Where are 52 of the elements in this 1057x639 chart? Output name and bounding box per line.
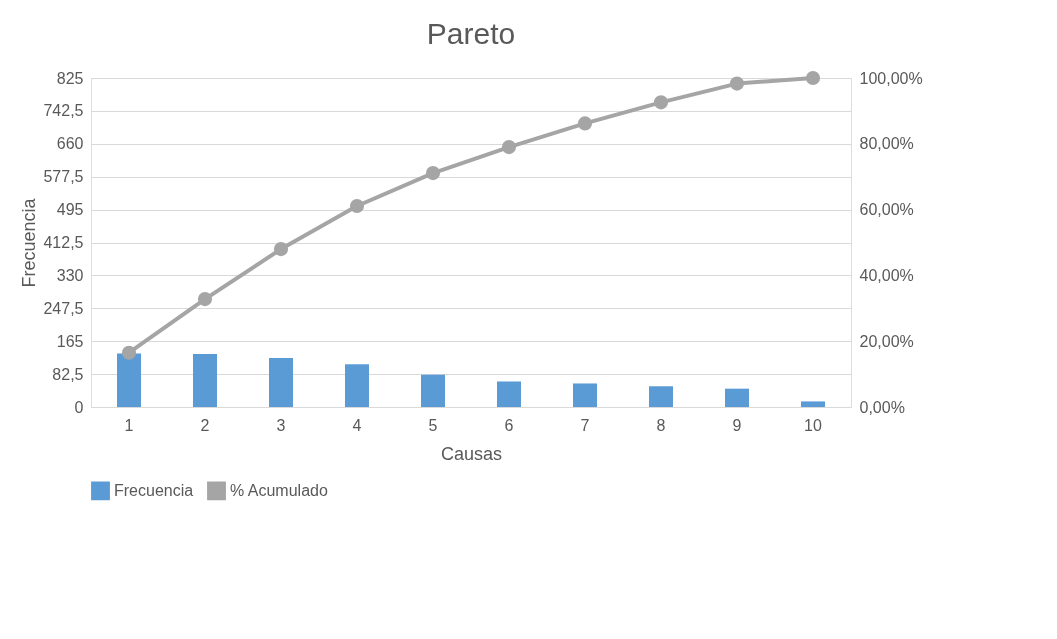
x-tick-label: 7 xyxy=(580,416,590,434)
bar xyxy=(725,388,749,407)
bar xyxy=(193,353,217,407)
point xyxy=(273,242,289,257)
x-axis-title: Causas xyxy=(440,443,503,464)
x-tick-label: 8 xyxy=(656,416,666,434)
y2-tick-label: 0,00% xyxy=(859,398,905,416)
x-tick-label: 2 xyxy=(200,416,210,434)
y2-tick-label: 60,00% xyxy=(859,201,914,219)
bar xyxy=(649,386,673,407)
point xyxy=(653,95,669,110)
point xyxy=(729,76,745,91)
x-tick-label: 5 xyxy=(428,416,438,434)
point xyxy=(197,292,213,307)
y2-tick-label: 40,00% xyxy=(859,266,914,284)
y-tick-label: 330 xyxy=(56,266,84,284)
chart-title: Pareto xyxy=(426,17,516,50)
y-tick-label: 825 xyxy=(56,69,84,87)
y-tick-label: 495 xyxy=(56,201,84,219)
legend-label: % Acumulado xyxy=(230,481,328,499)
y-tick-label: 82,5 xyxy=(52,365,84,383)
y-axis-title: Frecuencia xyxy=(19,197,40,288)
x-tick-label: 4 xyxy=(352,416,362,434)
x-tick-label: 6 xyxy=(504,416,514,434)
x-tick-label: 1 xyxy=(124,416,134,434)
x-tick-label: 9 xyxy=(732,416,742,434)
y-tick-label: 165 xyxy=(56,332,84,350)
y-tick-label: 660 xyxy=(56,135,84,153)
point xyxy=(501,140,517,155)
bar xyxy=(421,374,445,407)
y2-tick-label: 20,00% xyxy=(859,332,914,350)
point xyxy=(349,198,365,214)
bar xyxy=(117,353,141,407)
y2-tick-label: 80,00% xyxy=(859,135,914,153)
point xyxy=(577,116,593,131)
y-tick-label: 0 xyxy=(74,398,84,416)
y-tick-label: 742,5 xyxy=(43,102,84,120)
bar xyxy=(497,381,521,407)
bar xyxy=(573,383,597,407)
x-tick-label: 10 xyxy=(804,416,822,434)
legend-label: Frecuencia xyxy=(114,481,194,499)
y-tick-label: 247,5 xyxy=(43,299,84,317)
point xyxy=(805,70,821,86)
y-tick-label: 577,5 xyxy=(43,168,84,186)
y2-tick-label: 100,00% xyxy=(859,69,923,87)
bar xyxy=(269,357,293,407)
x-tick-label: 3 xyxy=(276,416,286,434)
bar xyxy=(345,364,369,407)
y-tick-label: 412,5 xyxy=(43,234,84,251)
point xyxy=(425,166,441,181)
point xyxy=(121,345,137,360)
bar xyxy=(801,401,825,407)
